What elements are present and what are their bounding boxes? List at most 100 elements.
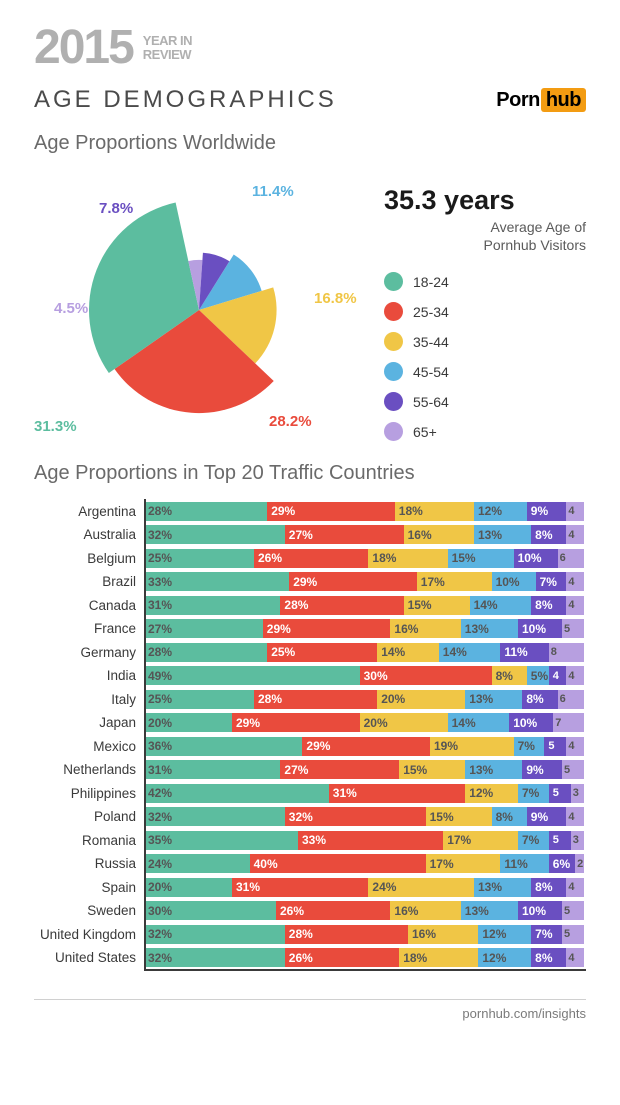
bar-segment: 4 xyxy=(566,878,584,897)
bar-segment: 26% xyxy=(254,549,368,568)
bar-segment: 31% xyxy=(144,760,280,779)
x-axis-line xyxy=(144,969,586,971)
bar-segment: 26% xyxy=(276,901,390,920)
bar-segment: 4 xyxy=(566,572,584,591)
bar-segment: 8% xyxy=(531,948,566,967)
country-label: Argentina xyxy=(34,504,144,519)
bar-segment: 13% xyxy=(474,878,531,897)
bar-row: India49%30%8%5%44 xyxy=(34,664,586,688)
bar-segment: 42% xyxy=(144,784,329,803)
bar-row: Russia24%40%17%11%6%2 xyxy=(34,852,586,876)
tagline-text: YEAR IN REVIEW xyxy=(143,34,192,63)
bar-segment: 9% xyxy=(527,502,567,521)
bar-segment: 14% xyxy=(448,713,510,732)
bar-segment: 30% xyxy=(144,901,276,920)
bar-row: Sweden30%26%16%13%10%5 xyxy=(34,899,586,923)
bar-segment: 5 xyxy=(549,784,571,803)
page-title: AGE DEMOGRAPHICS xyxy=(34,86,337,114)
bar-segment: 7% xyxy=(536,572,567,591)
bar-segment: 11% xyxy=(500,643,548,662)
bar-segments: 32%32%15%8%9%4 xyxy=(144,807,584,826)
legend-label: 35-44 xyxy=(413,334,449,350)
country-label: Germany xyxy=(34,645,144,660)
bar-segment: 15% xyxy=(448,549,514,568)
bar-segment: 31% xyxy=(329,784,465,803)
bar-segment: 9% xyxy=(522,760,562,779)
bar-segment: 33% xyxy=(144,572,289,591)
bar-segment: 31% xyxy=(144,596,280,615)
bar-segment: 32% xyxy=(144,925,285,944)
bar-segment: 10% xyxy=(518,619,562,638)
bar-segment: 3 xyxy=(571,784,584,803)
bar-segment: 15% xyxy=(426,807,492,826)
legend-label: 65+ xyxy=(413,424,437,440)
bar-segment: 12% xyxy=(478,948,531,967)
bar-segment: 4 xyxy=(566,596,584,615)
legend-dot-icon xyxy=(384,332,403,351)
bar-segments: 30%26%16%13%10%5 xyxy=(144,901,584,920)
pie-label-65+: 4.5% xyxy=(54,300,88,317)
bar-segment: 18% xyxy=(368,549,447,568)
bar-segment: 30% xyxy=(360,666,492,685)
bar-segments: 28%29%18%12%9%4 xyxy=(144,502,584,521)
bar-segment: 29% xyxy=(302,737,430,756)
bar-segment: 8% xyxy=(531,525,566,544)
bar-segment: 35% xyxy=(144,831,298,850)
bar-segment: 17% xyxy=(443,831,518,850)
bar-segment: 7% xyxy=(518,784,549,803)
pie-chart: 31.3%28.2%16.8%11.4%7.8%4.5% xyxy=(34,165,364,445)
legend-item-65+: 65+ xyxy=(384,422,586,441)
bar-segment: 32% xyxy=(144,807,285,826)
bar-segment: 40% xyxy=(250,854,426,873)
pie-label-18-24: 31.3% xyxy=(34,418,77,435)
bar-row: France27%29%16%13%10%5 xyxy=(34,617,586,641)
country-label: Russia xyxy=(34,856,144,871)
bar-segment: 24% xyxy=(368,878,474,897)
legend-dot-icon xyxy=(384,272,403,291)
bar-segment: 4 xyxy=(566,737,584,756)
bar-segment: 9% xyxy=(527,807,567,826)
bar-segment: 17% xyxy=(417,572,492,591)
bar-segment: 8% xyxy=(531,596,566,615)
country-label: Canada xyxy=(34,598,144,613)
bar-segment: 27% xyxy=(280,760,399,779)
bar-row: Brazil33%29%17%10%7%4 xyxy=(34,570,586,594)
bar-segment: 28% xyxy=(254,690,377,709)
bar-segment: 29% xyxy=(289,572,417,591)
country-label: Italy xyxy=(34,692,144,707)
country-label: Philippines xyxy=(34,786,144,801)
bar-segments: 20%29%20%14%10%7 xyxy=(144,713,584,732)
legend-label: 18-24 xyxy=(413,274,449,290)
bar-segment: 20% xyxy=(144,878,232,897)
country-label: Spain xyxy=(34,880,144,895)
bar-segment: 20% xyxy=(377,690,465,709)
bar-segment: 13% xyxy=(461,619,518,638)
bar-segments: 31%28%15%14%8%4 xyxy=(144,596,584,615)
bar-segment: 19% xyxy=(430,737,514,756)
bar-segments: 32%28%16%12%7%5 xyxy=(144,925,584,944)
legend-item-45-54: 45-54 xyxy=(384,362,586,381)
country-label: Belgium xyxy=(34,551,144,566)
legend-item-35-44: 35-44 xyxy=(384,332,586,351)
bar-segment: 10% xyxy=(492,572,536,591)
bar-segment: 7% xyxy=(518,831,549,850)
bar-segment: 8 xyxy=(549,643,584,662)
bar-segment: 24% xyxy=(144,854,250,873)
country-label: Poland xyxy=(34,809,144,824)
bar-segment: 5 xyxy=(562,760,584,779)
bar-segment: 5 xyxy=(562,619,584,638)
bar-segment: 25% xyxy=(267,643,377,662)
country-label: United Kingdom xyxy=(34,927,144,942)
footer-link: pornhub.com/insights xyxy=(34,999,586,1021)
legend-item-18-24: 18-24 xyxy=(384,272,586,291)
bar-segment: 28% xyxy=(285,925,408,944)
bar-segment: 16% xyxy=(390,619,460,638)
bar-segments: 20%31%24%13%8%4 xyxy=(144,878,584,897)
pie-label-45-54: 11.4% xyxy=(252,183,294,200)
bar-row: Spain20%31%24%13%8%4 xyxy=(34,875,586,899)
bar-segments: 25%26%18%15%10%6 xyxy=(144,549,584,568)
bar-segment: 5% xyxy=(527,666,549,685)
bar-segment: 15% xyxy=(404,596,470,615)
pie-subtitle: Age Proportions Worldwide xyxy=(34,132,586,155)
country-label: United States xyxy=(34,950,144,965)
